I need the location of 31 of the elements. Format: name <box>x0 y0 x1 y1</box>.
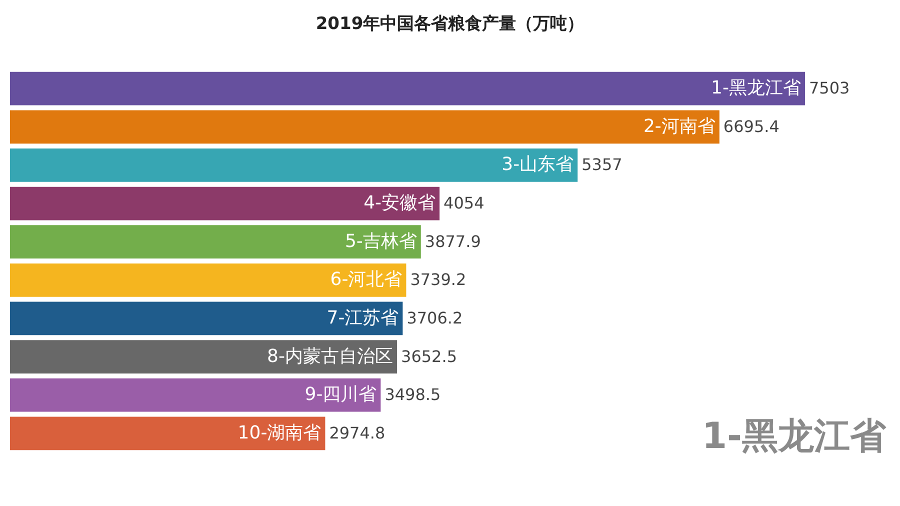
data-label: 5357 <box>582 155 622 174</box>
data-label: 4054 <box>444 194 484 213</box>
y-tick-label: 6-河北省 <box>330 269 402 290</box>
y-tick-label: 4-安徽省 <box>364 192 436 214</box>
y-tick-label: 3-山东省 <box>502 154 574 176</box>
data-label: 7503 <box>809 78 850 98</box>
data-label: 3739.2 <box>410 270 466 290</box>
bar <box>10 186 440 220</box>
bar <box>10 148 578 182</box>
bar <box>10 378 381 412</box>
bar <box>10 302 403 336</box>
y-tick-label: 2-河南省 <box>643 116 716 137</box>
data-label: 3877.9 <box>424 232 481 251</box>
data-label: 2974.8 <box>329 423 386 442</box>
data-label: 3652.5 <box>401 346 457 366</box>
bar <box>10 263 406 297</box>
y-tick-label: 8-内蒙古自治区 <box>267 346 394 367</box>
bar <box>10 340 398 374</box>
data-label: 3498.5 <box>384 385 441 404</box>
y-tick-label: 10-湖南省 <box>238 422 322 444</box>
annotation: 1-黑龙江省 <box>702 415 886 459</box>
y-tick-label: 7-江苏省 <box>326 307 399 328</box>
chart-title: 2019年中国各省粮食产量（万吨） <box>314 13 586 35</box>
y-tick-label: 5-吉林省 <box>344 230 417 252</box>
bar <box>10 72 805 106</box>
y-tick-label: 9-四川省 <box>304 384 377 406</box>
bar <box>10 225 421 259</box>
bar <box>10 416 326 450</box>
data-label: 3706.2 <box>406 308 463 328</box>
bar <box>10 110 720 144</box>
data-label: 6695.4 <box>723 116 780 136</box>
